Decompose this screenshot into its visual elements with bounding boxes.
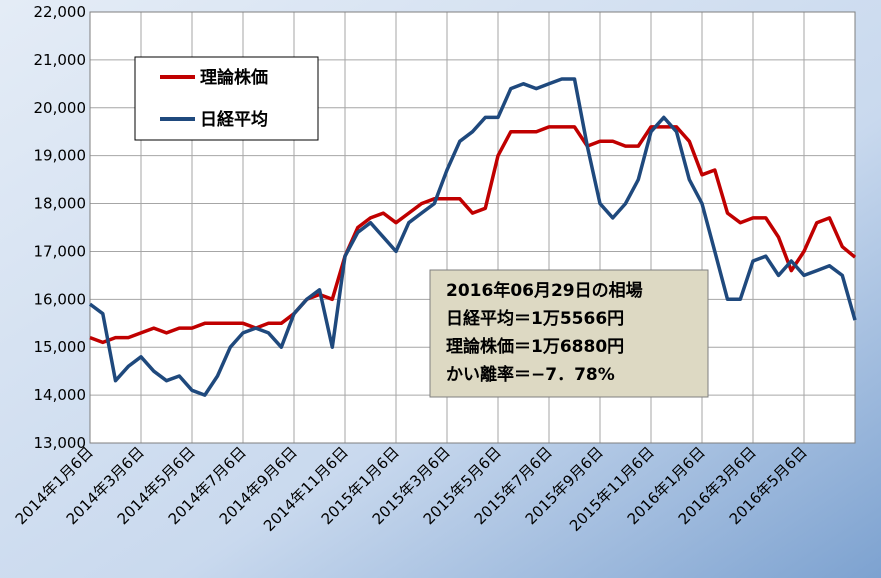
annotation: 2016年06月29日の相場: [446, 280, 643, 301]
plot-border: [89, 11, 856, 444]
y-tick-label: 20,000: [34, 99, 87, 117]
line: [88, 77, 857, 397]
y-tick-label: 21,000: [34, 51, 87, 69]
y-tick-label: 17,000: [34, 242, 87, 260]
y-tick-label: 14,000: [34, 386, 87, 404]
annotation: かい離率＝−7．78%: [446, 364, 615, 385]
annotation: 理論株価＝1万6880円: [446, 336, 624, 357]
legend-label: 理論株価: [200, 67, 268, 88]
annotation: 日経平均＝1万5566円: [446, 308, 624, 329]
y-tick-label: 18,000: [34, 195, 87, 213]
y-tick-label: 19,000: [34, 147, 87, 165]
line: [89, 125, 857, 345]
legend: [134, 56, 319, 141]
y-tick-label: 13,000: [34, 434, 87, 452]
annotation-box: [429, 269, 709, 398]
y-tick-label: 16,000: [34, 290, 87, 308]
legend-label: 日経平均: [200, 109, 268, 130]
y-tick-label: 22,000: [34, 3, 87, 21]
y-tick-label: 15,000: [34, 338, 87, 356]
